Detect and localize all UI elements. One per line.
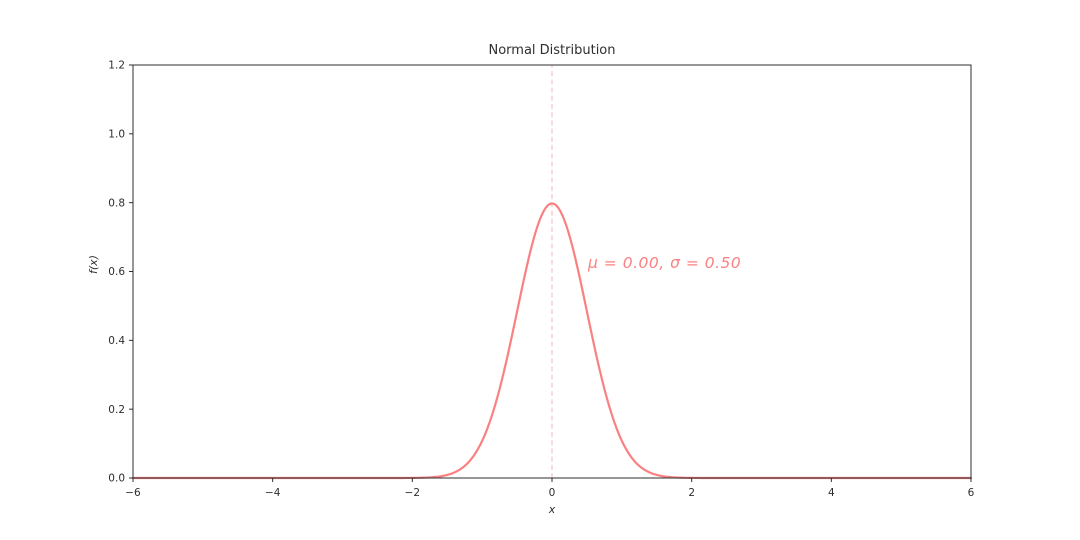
- mu-sigma-annotation: μ = 0.00, σ = 0.50: [588, 254, 742, 272]
- y-tick-label: 1.0: [108, 129, 125, 141]
- y-axis-label: f(x): [86, 255, 100, 274]
- x-tick-label: −2: [405, 487, 420, 499]
- x-tick-label: −4: [265, 487, 281, 499]
- y-tick-label: 0.0: [108, 473, 125, 485]
- x-tick-label: 2: [688, 487, 695, 499]
- y-tick-label: 0.6: [108, 266, 125, 278]
- y-tick-label: 1.2: [108, 60, 125, 72]
- chart-title: Normal Distribution: [488, 43, 616, 58]
- x-tick-label: 6: [968, 487, 975, 499]
- y-tick-label: 0.8: [108, 197, 125, 209]
- x-tick-label: 4: [828, 487, 835, 499]
- y-tick-label: 0.4: [108, 335, 125, 347]
- x-axis-label: x: [548, 503, 556, 516]
- y-tick-label: 0.2: [108, 404, 125, 416]
- x-tick-label: 0: [549, 487, 556, 499]
- x-tick-label: −6: [125, 487, 141, 499]
